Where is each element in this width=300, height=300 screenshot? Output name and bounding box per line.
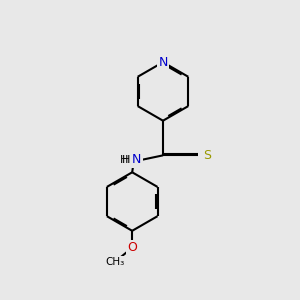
Text: N: N [158, 56, 168, 69]
Text: H: H [119, 155, 128, 165]
Text: S: S [203, 149, 211, 162]
Text: H: H [122, 155, 130, 165]
Text: O: O [127, 241, 137, 254]
Text: N: N [132, 154, 142, 166]
Text: CH₃: CH₃ [106, 256, 125, 267]
